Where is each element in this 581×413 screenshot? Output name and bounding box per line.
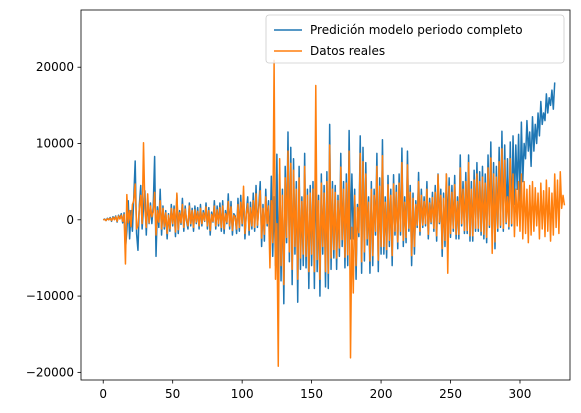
legend: Predición modelo periodo completo Datos … bbox=[265, 14, 565, 64]
y-tick-label: −20000 bbox=[26, 365, 74, 379]
x-tick-label: 0 bbox=[99, 387, 107, 401]
x-tick-label: 50 bbox=[165, 387, 180, 401]
x-axis: 0 50 100 150 200 250 300 bbox=[99, 380, 531, 401]
x-tick-label: 150 bbox=[300, 387, 323, 401]
y-tick-label: 10000 bbox=[36, 137, 74, 151]
x-tick-label: 250 bbox=[439, 387, 462, 401]
x-tick-label: 300 bbox=[509, 387, 532, 401]
legend-label-prediction: Predición modelo periodo completo bbox=[310, 23, 523, 37]
x-tick-label: 200 bbox=[370, 387, 393, 401]
x-tick-label: 100 bbox=[231, 387, 254, 401]
series-line-1 bbox=[103, 59, 566, 368]
legend-box bbox=[265, 14, 565, 64]
y-tick-label: −10000 bbox=[26, 289, 74, 303]
y-tick-label: 20000 bbox=[36, 60, 74, 74]
plot-frame bbox=[80, 9, 571, 381]
series-layer bbox=[102, 59, 566, 368]
y-tick-label: 0 bbox=[66, 213, 74, 227]
legend-label-real-data: Datos reales bbox=[310, 44, 385, 58]
y-axis: −20000 −10000 0 10000 20000 bbox=[26, 60, 81, 379]
